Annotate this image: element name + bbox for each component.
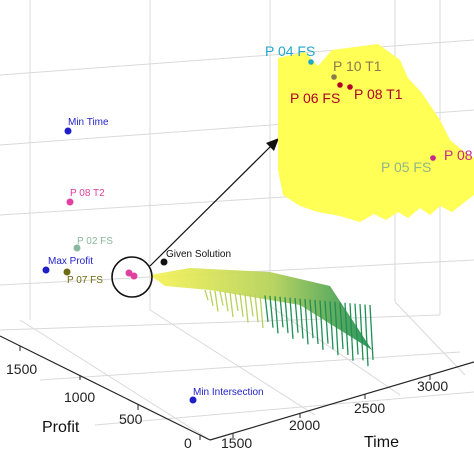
- surface-spike: [324, 300, 329, 344]
- tick-marks: [19, 346, 431, 440]
- surface-spike: [309, 299, 314, 339]
- solution-points: Min Time P 08 T2 P 02 FS Max Profit P 07 FS G…: [42, 117, 264, 404]
- point-label-p-02-fs: P 02 FS: [77, 236, 113, 247]
- surface-spike: [229, 292, 234, 318]
- inset-point-p-04-fs: [308, 59, 314, 65]
- surface-spike: [344, 302, 349, 355]
- profit-tick-500: 500: [119, 411, 143, 427]
- inset-points: P 04 FS P 10 T1 P 06 FS P 08 T1 P 05 FS P 08: [265, 43, 473, 175]
- point-p-02-fs: [73, 244, 81, 252]
- surface-spike: [299, 298, 304, 339]
- time-tick-2500: 2500: [354, 400, 385, 416]
- surface-spike: [289, 297, 294, 339]
- point-min-intersection: [189, 396, 197, 404]
- inset-label-p-08: P 08: [444, 147, 473, 163]
- time-tick-2000: 2000: [289, 417, 320, 433]
- time-tick-3000: 3000: [417, 378, 448, 394]
- point-given-solution: [160, 258, 168, 266]
- surface-spikes: [204, 289, 374, 367]
- point-label-p-08-t2: P 08 T2: [70, 188, 105, 199]
- zoom-circle: [111, 256, 153, 298]
- surface-spike: [314, 299, 319, 345]
- surface-spike: [264, 295, 269, 322]
- grid-lines: [0, 0, 474, 441]
- profit-tick-0: 0: [184, 435, 192, 451]
- surface-spike: [349, 303, 354, 361]
- surface-spike: [284, 297, 289, 334]
- point-label-min-time: Min Time: [68, 117, 109, 128]
- surface-spike: [259, 294, 264, 329]
- zoom-inset: [278, 44, 474, 222]
- point-label-max-profit: Max Profit: [48, 256, 93, 267]
- surface-spike: [269, 295, 274, 328]
- surface-spike: [319, 300, 324, 350]
- surface-spike: [369, 304, 374, 361]
- inset-label-p-04-fs: P 04 FS: [265, 43, 315, 59]
- surface-spike: [209, 290, 214, 306]
- x-axis-label: Time: [364, 434, 399, 451]
- inset-point-p-10-t1: [331, 74, 337, 80]
- inset-region: [278, 44, 474, 222]
- inset-point-p-08-t1: [347, 84, 353, 90]
- profit-tick-1000: 1000: [64, 389, 95, 405]
- surface-spike: [339, 302, 344, 350]
- point-label-p-07-fs: P 07 FS: [67, 275, 103, 286]
- inset-label-p-08-t1: P 08 T1: [354, 86, 403, 102]
- surface-spike: [334, 301, 339, 356]
- surface-spike: [279, 296, 284, 328]
- inset-label-p-06-fs: P 06 FS: [290, 90, 340, 106]
- time-tick-1500: 1500: [221, 435, 252, 451]
- surface-spike: [239, 293, 244, 317]
- zoom-arrow-head: [266, 138, 279, 151]
- surface-spike: [304, 299, 309, 345]
- time-tick-labels: 1500 2000 2500 3000: [221, 378, 448, 451]
- surface-spike: [214, 290, 219, 312]
- surface-spike: [254, 294, 259, 323]
- inset-label-p-05-fs: P 05 FS: [381, 159, 431, 175]
- surface-body: [150, 268, 372, 350]
- inset-label-p-10-t1: P 10 T1: [333, 58, 382, 74]
- surface-spike: [294, 298, 299, 333]
- zoom-arrow: [149, 144, 273, 267]
- inset-point-p-08: [430, 155, 436, 161]
- point-label-min-intersection: Min Intersection: [193, 387, 264, 398]
- surface-spike: [359, 304, 364, 361]
- point-min-time: [64, 127, 72, 135]
- point-max-profit: [42, 266, 50, 274]
- surface-spike: [244, 293, 249, 323]
- surface-spike: [354, 303, 359, 355]
- surface-spike: [219, 291, 224, 306]
- surface-spike: [249, 294, 254, 317]
- profit-tick-1500: 1500: [6, 361, 37, 377]
- surface-spike: [204, 289, 209, 301]
- profit-tick-labels: 1500 1000 500 0: [6, 361, 192, 451]
- surface-spike: [274, 296, 279, 334]
- surface-spike: [224, 291, 229, 312]
- pareto-surface: [150, 268, 374, 367]
- point-p-08-t2: [66, 198, 74, 206]
- inset-point-p-06-fs: [337, 82, 343, 88]
- point-cluster: [130, 272, 138, 280]
- point-label-given-solution: Given Solution: [166, 249, 231, 260]
- surface-spike: [234, 292, 239, 312]
- surface-spike: [329, 301, 334, 350]
- surface-spike: [364, 304, 369, 367]
- y-axis-label: Profit: [42, 419, 80, 436]
- point-p-07-fs: [63, 268, 71, 276]
